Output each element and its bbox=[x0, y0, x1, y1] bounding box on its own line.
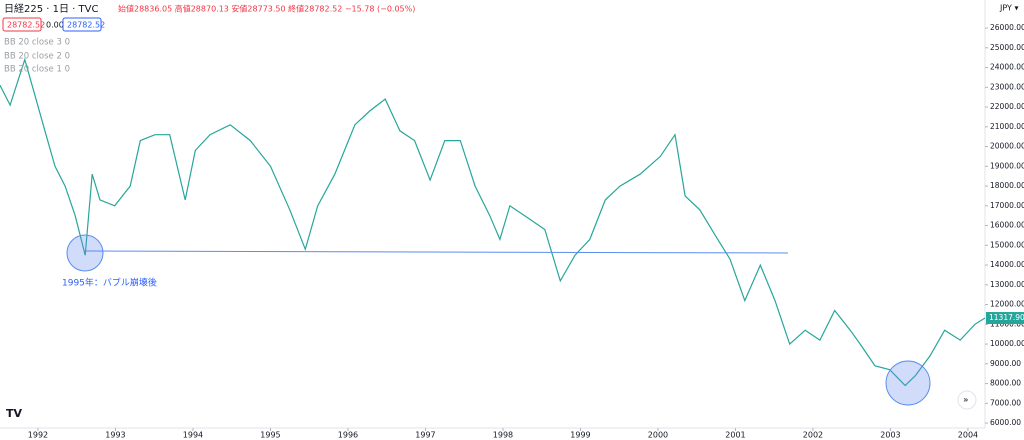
y-tick-label: 20000.00 bbox=[990, 142, 1024, 151]
y-tick-label: 26000.00 bbox=[990, 23, 1024, 32]
symbol: 日経225 · 1日 · TVC bbox=[4, 2, 98, 15]
x-tick-label: 1998 bbox=[493, 431, 513, 440]
x-tick-label: 1996 bbox=[338, 431, 358, 440]
y-tick-label: 24000.00 bbox=[990, 63, 1024, 72]
y-tick-label: 12000.00 bbox=[990, 300, 1024, 309]
x-tick-label: 1999 bbox=[570, 431, 590, 440]
indicator[interactable]: BB 20 close 3 0 bbox=[4, 38, 70, 48]
price-line bbox=[0, 57, 986, 387]
y-tick-label: 6000.00 bbox=[990, 418, 1021, 427]
y-tick-label: 14000.00 bbox=[990, 260, 1024, 269]
scroll-icon: » bbox=[963, 396, 969, 406]
price-badge bbox=[986, 312, 1024, 325]
y-tick-label: 18000.00 bbox=[990, 181, 1024, 190]
x-tick-label: 2003 bbox=[880, 431, 900, 440]
price-badge-text: 11317.90 bbox=[989, 313, 1024, 322]
y-tick-label: 10000.00 bbox=[990, 339, 1024, 348]
y-tick-label: 9000.00 bbox=[990, 359, 1021, 368]
x-tick-label: 1992 bbox=[28, 431, 48, 440]
price-box[interactable] bbox=[2, 17, 42, 32]
y-tick-label: 16000.00 bbox=[990, 221, 1024, 230]
scroll-button[interactable] bbox=[957, 390, 977, 410]
price-box[interactable] bbox=[62, 17, 102, 32]
y-tick-label: 13000.00 bbox=[990, 280, 1024, 289]
price-box-text: 28782.52 bbox=[7, 21, 45, 30]
y-tick-label: 15000.00 bbox=[990, 240, 1024, 249]
price-box-text: 28782.52 bbox=[67, 21, 105, 30]
y-tick-label: 25000.00 bbox=[990, 43, 1024, 52]
y-tick-label: 23000.00 bbox=[990, 82, 1024, 91]
y-tick-label: 7000.00 bbox=[990, 398, 1021, 407]
logo: TV bbox=[6, 407, 23, 420]
indicator[interactable]: BB 20 close 1 0 bbox=[4, 65, 70, 75]
x-tick-label: 1993 bbox=[105, 431, 125, 440]
x-tick-label: 2001 bbox=[725, 431, 745, 440]
y-tick-label: 17000.00 bbox=[990, 201, 1024, 210]
y-tick-label: 21000.00 bbox=[990, 122, 1024, 131]
y-tick-label: 19000.00 bbox=[990, 161, 1024, 170]
x-tick-label: 1994 bbox=[183, 431, 203, 440]
x-tick-label: 1997 bbox=[415, 431, 435, 440]
y-tick-label: 22000.00 bbox=[990, 102, 1024, 111]
annotation: 1995年：バブル崩壊後 bbox=[62, 277, 157, 289]
x-tick-label: 2000 bbox=[648, 431, 668, 440]
x-tick-label: 1995 bbox=[260, 431, 280, 440]
highlight-circle bbox=[885, 360, 931, 406]
y-tick-label: 8000.00 bbox=[990, 379, 1021, 388]
plot bbox=[0, 57, 986, 387]
indicator[interactable]: BB 20 close 2 0 bbox=[4, 52, 70, 62]
x-tick-label: 2002 bbox=[803, 431, 823, 440]
trend-line bbox=[84, 250, 789, 254]
currency[interactable]: JPY ▾ bbox=[999, 4, 1018, 13]
change-text: 0.00 bbox=[46, 21, 64, 30]
highlight-circle bbox=[66, 234, 104, 272]
x-tick-label: 2004 bbox=[958, 431, 978, 440]
ohlc: 始値28836.05 高値28870.13 安値28773.50 終値28782… bbox=[118, 4, 415, 14]
